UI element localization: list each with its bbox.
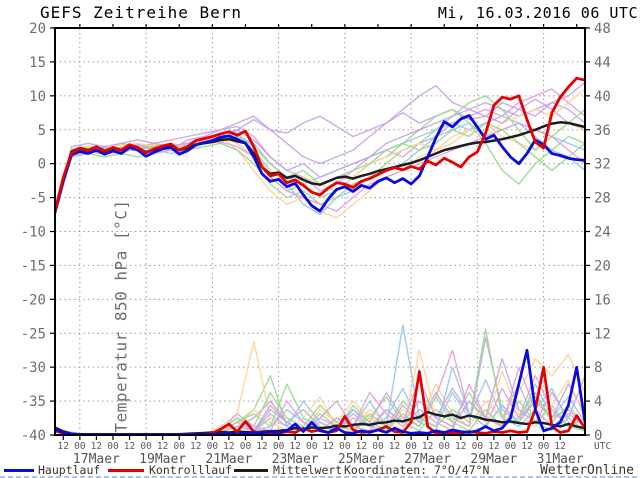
- svg-text:12: 12: [124, 441, 135, 452]
- svg-text:12: 12: [554, 441, 565, 452]
- chart-title: GEFS Zeitreihe Bern: [40, 3, 243, 22]
- svg-text:36: 36: [594, 123, 611, 139]
- run-datetime: Mi, 16.03.2016 06 UTC: [437, 4, 638, 22]
- svg-text:32: 32: [594, 157, 611, 173]
- svg-text:00: 00: [306, 441, 318, 452]
- svg-text:-40: -40: [21, 428, 46, 444]
- svg-text:4: 4: [594, 394, 602, 410]
- svg-text:24: 24: [594, 225, 611, 241]
- svg-text:28: 28: [594, 191, 611, 207]
- svg-text:12: 12: [256, 441, 267, 452]
- svg-text:21Maer: 21Maer: [205, 452, 252, 467]
- svg-text:12: 12: [389, 441, 400, 452]
- svg-text:5: 5: [38, 123, 46, 139]
- svg-text:8: 8: [594, 360, 602, 376]
- svg-text:20: 20: [594, 258, 611, 274]
- mittelwert-line-sample: [234, 469, 268, 472]
- bottom-decorative-strip: [0, 476, 640, 478]
- brand-label: WetterOnline: [540, 463, 634, 478]
- svg-text:12: 12: [223, 441, 234, 452]
- svg-text:40: 40: [594, 89, 611, 105]
- legend-label-kontrolllauf: Kontrolllauf: [149, 463, 233, 477]
- legend-label-hauptlauf: Hauptlauf: [38, 463, 101, 477]
- svg-text:16: 16: [594, 292, 611, 308]
- svg-text:31Maer: 31Maer: [537, 452, 584, 467]
- svg-text:0: 0: [594, 428, 602, 444]
- svg-text:00: 00: [273, 441, 285, 452]
- svg-text:00: 00: [438, 441, 450, 452]
- svg-text:12: 12: [289, 441, 300, 452]
- svg-text:27Maer: 27Maer: [404, 452, 451, 467]
- svg-text:19Maer: 19Maer: [139, 452, 186, 467]
- svg-text:-5: -5: [29, 191, 46, 207]
- svg-text:-15: -15: [21, 258, 46, 274]
- svg-text:25Maer: 25Maer: [338, 452, 385, 467]
- svg-text:00: 00: [405, 441, 417, 452]
- svg-text:48: 48: [594, 21, 611, 37]
- svg-text:-35: -35: [21, 394, 46, 410]
- svg-text:20: 20: [29, 21, 46, 37]
- svg-text:-20: -20: [21, 292, 46, 308]
- coordinates-label: Koordinaten: 7°O/47°N: [344, 463, 490, 477]
- svg-text:12: 12: [455, 441, 466, 452]
- svg-text:12: 12: [190, 441, 201, 452]
- svg-text:00: 00: [240, 441, 252, 452]
- svg-text:12: 12: [521, 441, 532, 452]
- svg-text:10: 10: [29, 89, 46, 105]
- svg-text:-25: -25: [21, 326, 46, 342]
- svg-text:00: 00: [74, 441, 86, 452]
- svg-text:12: 12: [488, 441, 499, 452]
- svg-text:29Maer: 29Maer: [470, 452, 517, 467]
- svg-text:00: 00: [207, 441, 219, 452]
- svg-text:12: 12: [157, 441, 168, 452]
- hauptlauf-line-sample: [4, 469, 34, 472]
- svg-text:12: 12: [594, 326, 611, 342]
- svg-text:-30: -30: [21, 360, 46, 376]
- svg-text:00: 00: [472, 441, 484, 452]
- svg-text:00: 00: [173, 441, 185, 452]
- svg-text:12: 12: [91, 441, 102, 452]
- svg-text:00: 00: [140, 441, 152, 452]
- svg-text:15: 15: [29, 55, 46, 71]
- svg-text:17Maer: 17Maer: [73, 452, 120, 467]
- svg-text:UTC: UTC: [594, 441, 611, 452]
- svg-text:00: 00: [339, 441, 351, 452]
- svg-text:12: 12: [58, 441, 69, 452]
- kontrolllauf-line-sample: [108, 469, 144, 472]
- svg-text:00: 00: [538, 441, 550, 452]
- legend-label-mittelwert: Mittelwert: [273, 463, 343, 477]
- svg-text:-10: -10: [21, 225, 46, 241]
- svg-text:00: 00: [107, 441, 119, 452]
- legend: Hauptlauf Kontrolllauf Mittelwert Koordi…: [0, 463, 640, 478]
- svg-text:23Maer: 23Maer: [272, 452, 319, 467]
- svg-text:12: 12: [422, 441, 433, 452]
- svg-text:44: 44: [594, 55, 611, 71]
- svg-text:12: 12: [356, 441, 367, 452]
- svg-text:0: 0: [38, 157, 46, 173]
- svg-text:00: 00: [372, 441, 384, 452]
- svg-text:00: 00: [505, 441, 517, 452]
- svg-text:12: 12: [323, 441, 334, 452]
- temp-axis-title: Temperatur 850 hPa [°C]: [111, 199, 131, 433]
